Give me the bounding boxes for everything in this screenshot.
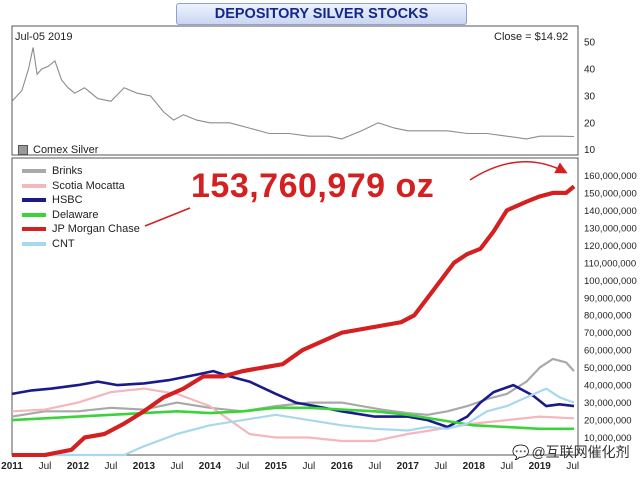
comex-legend: Comex Silver — [18, 144, 98, 156]
hsbc-line — [11, 369, 575, 429]
legend-item: Delaware — [22, 208, 140, 223]
main-y-tick-label: 90,000,000 — [584, 293, 632, 304]
main-y-tick-label: 160,000,000 — [584, 171, 637, 182]
main-panel-frame — [11, 157, 579, 456]
legend-item: CNT — [22, 237, 140, 252]
x-tick-label: Jul — [368, 461, 381, 472]
legend-label: JP Morgan Chase — [52, 223, 140, 236]
legend-swatch — [22, 212, 46, 217]
x-tick-label: Jul — [434, 461, 447, 472]
x-tick-label: Jul — [500, 461, 513, 472]
pointer-line-left — [144, 207, 191, 227]
legend-item: JP Morgan Chase — [22, 222, 140, 237]
legend-item: HSBC — [22, 193, 140, 208]
cnt-line — [12, 387, 575, 457]
legend-swatch — [22, 241, 46, 246]
scotia-mocatta-line — [11, 387, 575, 443]
jp-morgan-chase-line-top — [12, 184, 576, 457]
top-y-tick-label: 50 — [584, 38, 596, 49]
main-y-tick-label: 110,000,000 — [584, 258, 636, 269]
x-tick-label: Jul — [39, 461, 52, 472]
legend-label: HSBC — [52, 194, 83, 207]
legend-label: Brinks — [52, 165, 83, 178]
x-tick-label: 2019 — [529, 461, 552, 472]
legend-item: Brinks — [22, 164, 140, 179]
legend-swatch — [22, 198, 46, 203]
legend-swatch — [22, 169, 46, 174]
x-tick-label: 2012 — [67, 461, 90, 472]
main-y-tick-label: 50,000,000 — [584, 363, 632, 374]
comex-legend-label: Comex Silver — [33, 144, 99, 156]
watermark: 💬 @互联网催化剂 — [512, 442, 630, 462]
pointer-arrow-right — [469, 161, 568, 181]
main-y-tick-label: 150,000,000 — [584, 188, 637, 199]
x-tick-label: 2016 — [331, 461, 354, 472]
delaware-line — [11, 406, 574, 431]
top-y-tick-label: 20 — [584, 118, 596, 129]
x-tick-label: Jul — [302, 461, 315, 472]
date-label: Jul-05 2019 — [15, 31, 73, 43]
x-tick-label: Jul — [171, 461, 184, 472]
main-y-tick-label: 130,000,000 — [584, 223, 637, 234]
main-y-tick-label: 140,000,000 — [584, 206, 637, 217]
legend-swatch — [22, 227, 46, 232]
x-tick-label: Jul — [236, 461, 249, 472]
legend-label: Delaware — [52, 208, 99, 221]
x-tick-label: Jul — [105, 461, 118, 472]
main-y-tick-label: 30,000,000 — [584, 398, 632, 409]
chat-bubble-icon: 💬 — [512, 443, 530, 460]
top-y-tick-label: 30 — [584, 91, 596, 102]
top-y-tick-label: 40 — [584, 65, 596, 76]
total-oz-annotation: 153,760,979 oz — [191, 167, 435, 205]
x-tick-label: 2014 — [199, 461, 222, 472]
comex-silver-line — [11, 47, 575, 140]
legend-swatch — [22, 183, 46, 188]
brinks-line — [11, 357, 575, 418]
legend-item: Scotia Mocatta — [22, 179, 140, 194]
main-y-tick-label: 60,000,000 — [584, 346, 632, 357]
top-y-tick-label: 10 — [584, 145, 596, 156]
main-y-tick-label: 20,000,000 — [584, 416, 632, 427]
comex-legend-swatch — [18, 145, 28, 155]
legend: Brinks Scotia Mocatta HSBC Delaware JP Morga… — [22, 164, 140, 251]
x-tick-label: 2011 — [1, 461, 23, 472]
main-y-tick-label: 120,000,000 — [584, 241, 637, 252]
x-tick-label: 2017 — [397, 461, 420, 472]
main-y-tick-label: 80,000,000 — [584, 311, 632, 322]
x-tick-label: 2015 — [265, 461, 288, 472]
legend-label: CNT — [52, 237, 75, 250]
watermark-text: @互联网催化剂 — [531, 444, 630, 460]
close-price-label: Close = $14.92 — [494, 31, 569, 43]
legend-label: Scotia Mocatta — [52, 179, 125, 192]
chart-title: DEPOSITORY SILVER STOCKS — [176, 3, 467, 25]
top-panel-frame — [11, 25, 579, 156]
x-tick-label: 2018 — [463, 461, 486, 472]
main-y-tick-label: 100,000,000 — [584, 276, 637, 287]
main-y-tick-label: 10,000,000 — [584, 433, 632, 444]
main-y-tick-label: 70,000,000 — [584, 328, 632, 339]
x-tick-label: Jul — [566, 461, 579, 472]
main-y-tick-label: 40,000,000 — [584, 381, 632, 392]
x-tick-label: 2013 — [133, 461, 156, 472]
